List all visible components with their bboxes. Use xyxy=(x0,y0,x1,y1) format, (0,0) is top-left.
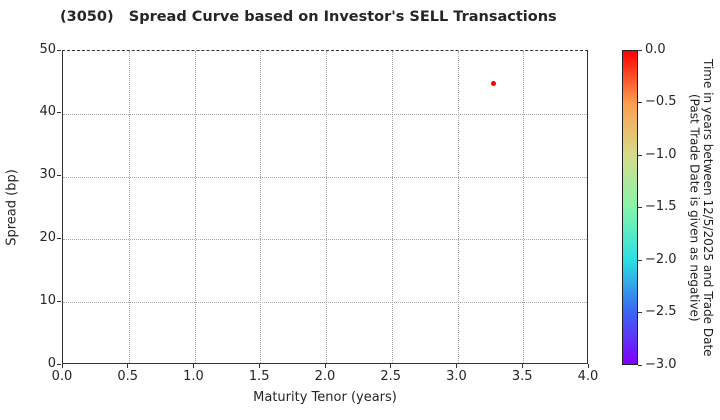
gridline-horizontal xyxy=(63,113,587,115)
x-tick-mark xyxy=(587,364,589,368)
x-tick-mark xyxy=(456,364,457,368)
x-tick-label: 1.0 xyxy=(183,369,204,384)
gridline-vertical xyxy=(128,51,130,363)
y-tick-mark xyxy=(57,49,61,51)
x-tick-label: 3.0 xyxy=(446,369,467,384)
x-tick-mark xyxy=(127,364,129,368)
colorbar-tick-mark xyxy=(638,259,642,261)
data-point xyxy=(490,81,496,87)
colorbar-label-line2: (Past Trade Date is given as negative) xyxy=(687,93,702,322)
y-axis-label: Spread (bp) xyxy=(4,169,20,246)
x-tick-mark xyxy=(61,364,63,368)
y-tick-label: 10 xyxy=(39,292,56,308)
y-tick-mark xyxy=(57,237,61,239)
y-tick-label: 30 xyxy=(39,167,56,183)
gridline-vertical xyxy=(457,51,459,363)
x-tick-label: 1.5 xyxy=(248,369,270,384)
gridline-vertical xyxy=(194,51,196,363)
chart-title: (3050) Spread Curve based on Investor's … xyxy=(60,9,557,25)
y-tick-mark xyxy=(57,363,61,365)
y-tick-label: 20 xyxy=(39,229,56,245)
gridline-vertical xyxy=(260,51,262,363)
gridline-horizontal xyxy=(63,302,587,304)
colorbar-tick-label: 0.0 xyxy=(645,41,666,57)
x-tick-mark xyxy=(258,364,260,368)
colorbar-label: Time in years between 12/5/2025 and Trad… xyxy=(687,50,716,365)
x-tick-label: 0.0 xyxy=(51,369,73,384)
x-tick-mark xyxy=(193,364,194,368)
colorbar-tick-mark xyxy=(638,49,642,51)
gridline-vertical xyxy=(391,51,393,363)
plot-area xyxy=(62,50,588,364)
y-tick-mark xyxy=(57,175,61,177)
x-tick-label: 2.0 xyxy=(314,369,336,384)
x-axis-label: Maturity Tenor (years) xyxy=(253,390,397,405)
y-tick-label: 0 xyxy=(47,355,56,371)
x-tick-label: 0.5 xyxy=(117,369,139,384)
colorbar-tick-mark xyxy=(638,154,642,156)
colorbar-tick-label: −0.5 xyxy=(645,94,677,109)
y-tick-label: 50 xyxy=(39,41,56,57)
x-tick-mark xyxy=(521,364,523,368)
colorbar-tick-label: −1.5 xyxy=(645,199,677,214)
colorbar-tick-mark xyxy=(638,364,642,366)
x-tick-label: 3.5 xyxy=(511,369,533,384)
y-tick-label: 40 xyxy=(39,104,56,120)
gridline-vertical xyxy=(326,51,327,363)
colorbar-tick-mark xyxy=(638,312,642,313)
colorbar-tick-mark xyxy=(638,102,642,103)
x-tick-label: 4.0 xyxy=(577,369,599,384)
colorbar-label-line1: Time in years between 12/5/2025 and Trad… xyxy=(701,58,715,357)
colorbar-tick-label: −1.0 xyxy=(645,146,677,162)
gridline-vertical xyxy=(523,51,525,363)
x-tick-mark xyxy=(324,364,326,368)
x-tick-label: 2.5 xyxy=(380,369,402,384)
gridline-horizontal xyxy=(63,239,587,241)
colorbar-tick-label: −2.5 xyxy=(645,304,677,319)
colorbar-tick-label: −2.0 xyxy=(645,251,677,267)
y-tick-mark xyxy=(57,300,61,302)
colorbar-gradient xyxy=(622,50,638,365)
colorbar-tick-mark xyxy=(638,207,642,208)
gridline-horizontal xyxy=(63,176,587,178)
x-tick-mark xyxy=(390,364,392,368)
colorbar-tick-label: −3.0 xyxy=(645,356,677,372)
y-tick-mark xyxy=(57,112,61,114)
